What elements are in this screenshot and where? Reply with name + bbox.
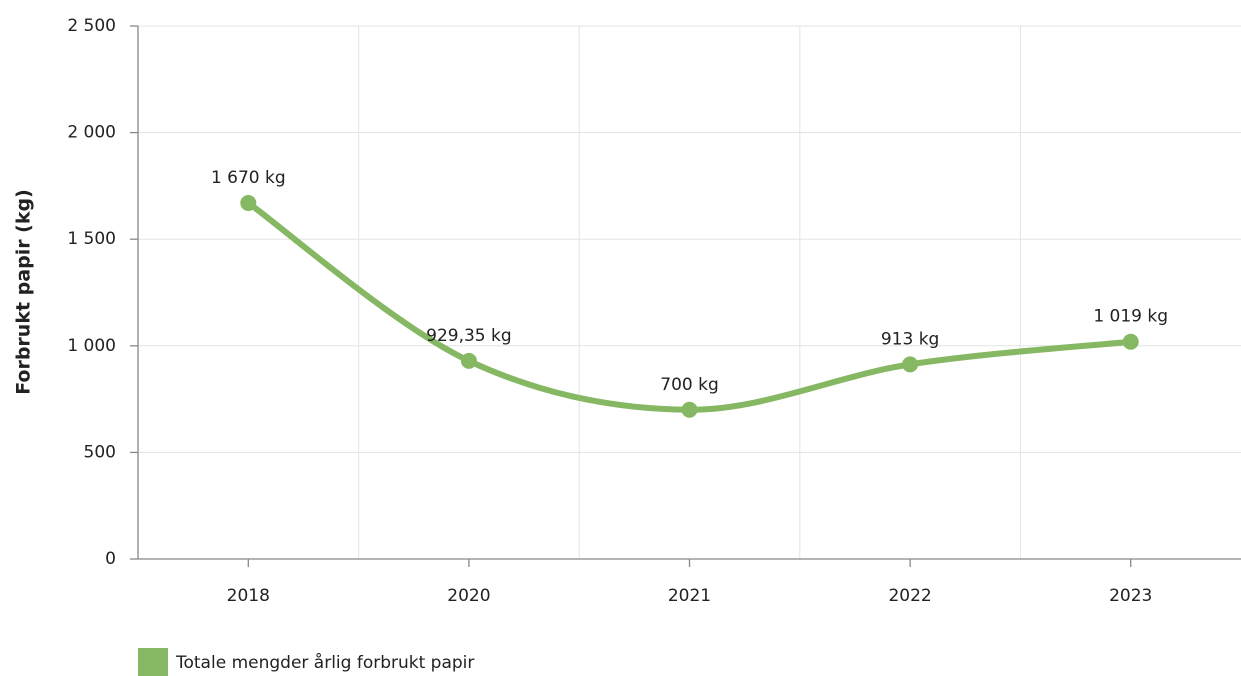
x-tick-label: 2020: [447, 586, 490, 606]
point: [902, 356, 919, 373]
x-tick-label: 2023: [1109, 586, 1152, 606]
y-tick-label: 0: [105, 549, 116, 569]
data-label: 1 019 kg: [1093, 307, 1168, 327]
y-tick-label: 500: [84, 442, 116, 462]
data-label: 700 kg: [660, 375, 719, 395]
y-tick-label: 1 500: [67, 229, 116, 249]
point: [460, 352, 477, 369]
data-label: 929,35 kg: [426, 326, 512, 346]
x-tick-label: 2018: [227, 586, 270, 606]
y-tick-label: 1 000: [67, 336, 116, 356]
point: [1122, 333, 1139, 350]
legend-label: Totale mengder årlig forbrukt papir: [175, 652, 474, 673]
data-label: 1 670 kg: [211, 168, 286, 188]
y-tick-label: 2 000: [67, 123, 116, 143]
y-tick-label: 2 500: [67, 16, 116, 36]
point: [240, 194, 257, 211]
x-tick-label: 2021: [668, 586, 711, 606]
legend-swatch: [138, 648, 168, 676]
x-tick-label: 2022: [888, 586, 931, 606]
data-label: 913 kg: [881, 329, 940, 349]
y-axis-title: Forbrukt papir (kg): [13, 189, 35, 395]
point: [681, 401, 698, 418]
